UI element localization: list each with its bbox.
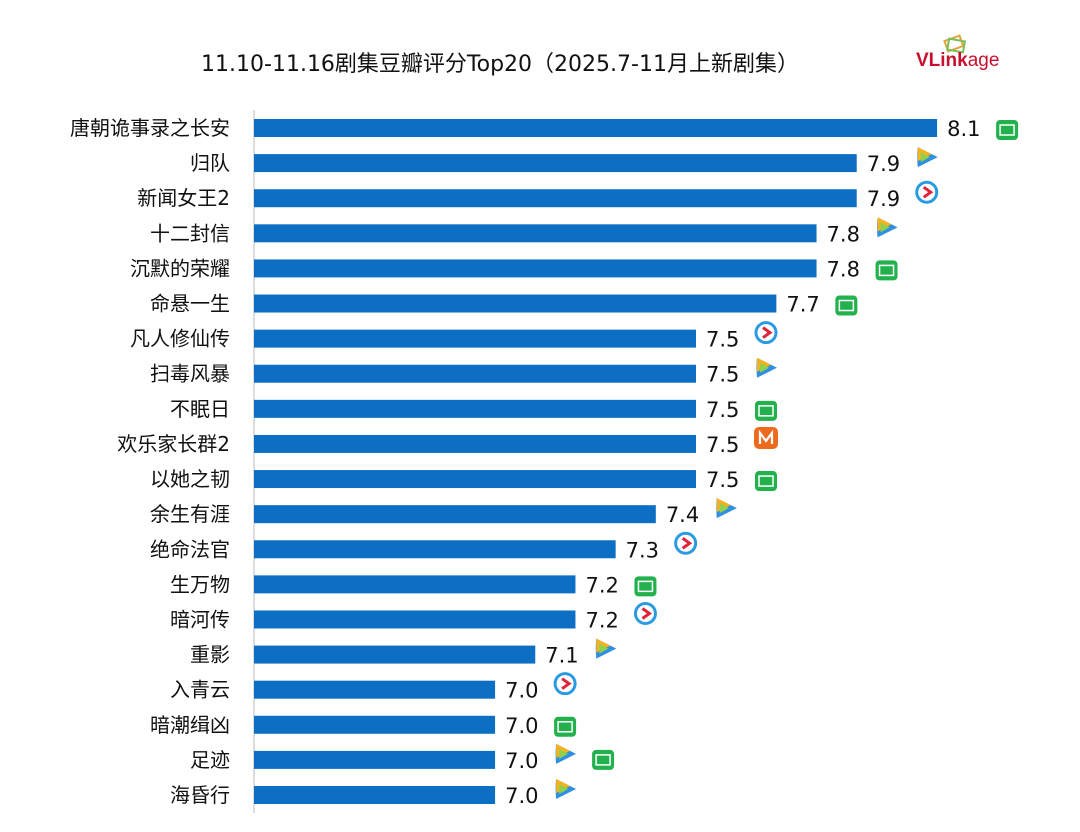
tencent-icon — [716, 498, 737, 519]
iqiyi-icon — [755, 400, 777, 421]
value-label: 7.8 — [827, 257, 860, 281]
iqiyi-icon — [592, 749, 615, 770]
tencent-icon — [756, 357, 777, 378]
youku-icon — [674, 531, 698, 555]
bar — [254, 364, 696, 383]
bar — [254, 750, 496, 769]
value-label: 8.1 — [947, 117, 980, 141]
bar — [254, 645, 536, 664]
bar — [254, 154, 857, 173]
category-label: 暗潮缉凶 — [150, 713, 230, 737]
youku-icon — [915, 180, 939, 204]
iqiyi-icon — [554, 716, 577, 737]
value-label: 7.5 — [706, 328, 739, 352]
category-label: 生万物 — [170, 572, 230, 596]
category-label: 欢乐家长群2 — [117, 432, 230, 456]
bar — [254, 715, 496, 734]
value-label: 7.5 — [706, 433, 739, 457]
bar — [254, 294, 777, 313]
bar — [254, 399, 696, 418]
iqiyi-icon — [996, 120, 1019, 140]
value-label: 7.0 — [505, 784, 538, 808]
value-label: 7.0 — [505, 679, 538, 703]
category-label: 足迹 — [190, 748, 230, 772]
bar — [254, 119, 938, 137]
value-label: 7.5 — [706, 468, 739, 492]
iqiyi-icon — [835, 295, 858, 316]
value-label: 7.9 — [867, 152, 900, 176]
tencent-icon — [595, 638, 617, 659]
category-label: 入青云 — [170, 678, 230, 702]
tencent-icon — [917, 147, 938, 168]
value-label: 7.9 — [867, 187, 900, 211]
bar — [254, 189, 857, 208]
category-label: 不眠日 — [170, 397, 230, 421]
value-label: 7.5 — [706, 363, 739, 387]
iqiyi-icon — [875, 260, 898, 281]
category-label: 海昏行 — [170, 783, 230, 807]
vlinkage-logo: VLinkage — [916, 34, 1026, 76]
youku-icon — [633, 601, 657, 625]
value-label: 7.8 — [827, 222, 860, 246]
bar — [254, 786, 496, 804]
category-label: 归队 — [190, 151, 230, 175]
category-label: 新闻女王2 — [137, 186, 230, 210]
category-label: 凡人修仙传 — [130, 327, 230, 351]
value-label: 7.0 — [505, 749, 538, 773]
bar — [254, 329, 696, 348]
value-label: 7.7 — [786, 293, 819, 317]
tencent-icon — [877, 217, 898, 238]
tencent-icon — [555, 779, 577, 799]
bar — [254, 610, 576, 629]
bar — [254, 505, 656, 524]
mango-icon — [754, 426, 778, 449]
bar — [254, 224, 817, 243]
category-label: 十二封信 — [150, 221, 230, 245]
bar — [254, 470, 696, 489]
bar — [254, 540, 616, 559]
logo-emblem-icon — [943, 34, 967, 54]
category-label: 暗河传 — [170, 607, 230, 631]
value-label: 7.2 — [585, 608, 618, 632]
value-label: 7.3 — [626, 538, 659, 562]
iqiyi-icon — [634, 576, 657, 597]
value-label: 7.2 — [585, 573, 618, 597]
category-label: 扫毒风暴 — [150, 362, 230, 386]
category-label: 余生有涯 — [150, 502, 230, 526]
bar — [254, 575, 576, 594]
value-label: 7.4 — [666, 503, 699, 527]
value-label: 7.0 — [505, 714, 538, 738]
category-label: 沉默的荣耀 — [130, 256, 230, 280]
category-label: 命悬一生 — [150, 292, 230, 316]
category-label: 绝命法官 — [150, 537, 230, 561]
category-label: 以她之韧 — [150, 467, 230, 491]
category-label: 唐朝诡事录之长安 — [70, 116, 230, 140]
bar — [254, 680, 496, 699]
bar — [254, 259, 817, 278]
category-label: 重影 — [190, 643, 230, 667]
youku-icon — [754, 321, 778, 345]
value-label: 7.1 — [545, 644, 578, 668]
iqiyi-icon — [755, 471, 777, 492]
value-label: 7.5 — [706, 398, 739, 422]
tencent-icon — [555, 743, 577, 764]
bar — [254, 434, 696, 453]
youku-icon — [553, 672, 577, 696]
chart-title: 11.10-11.16剧集豆瓣评分Top20（2025.7-11月上新剧集） — [201, 52, 799, 77]
